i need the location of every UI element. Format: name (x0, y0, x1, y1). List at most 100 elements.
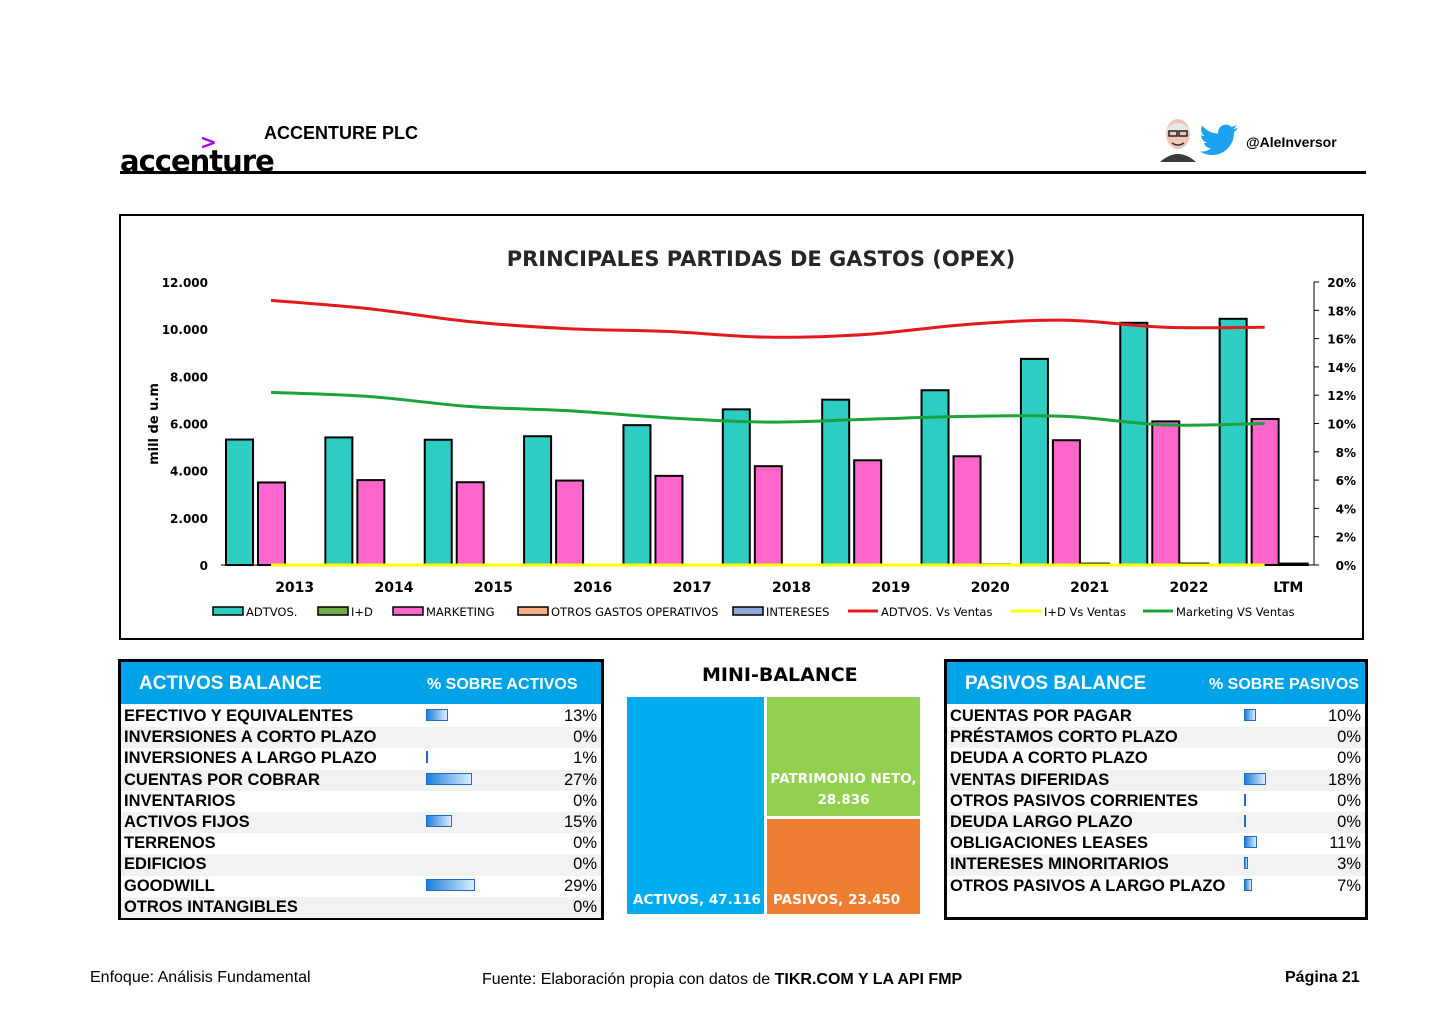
table-row: EFECTIVO Y EQUIVALENTES 13% (121, 706, 601, 727)
row-data-bar (426, 709, 449, 721)
line-marketing-vs-ventas (270, 390, 1265, 427)
legend-swatch (732, 606, 764, 616)
y-axis-label: mill de u.m (147, 383, 162, 465)
bar-adtvos- (324, 436, 354, 566)
row-label: TERRENOS (124, 834, 216, 853)
row-data-bar (1244, 836, 1258, 849)
assets-table-header: ACTIVOS BALANCE % SOBRE ACTIVOS (121, 662, 601, 704)
y-tick-label: 2.000 (170, 512, 208, 526)
row-data-bar (426, 878, 476, 891)
row-data-bar (1244, 709, 1256, 721)
row-data-bar (1244, 772, 1266, 785)
logo-chevron-icon: > (200, 130, 217, 154)
row-percent: 0% (1337, 728, 1361, 747)
mini-balance-equity-block: PATRIMONIO NETO, 28.836 (767, 697, 920, 816)
bar-marketing (753, 465, 783, 566)
row-data-bar (1244, 793, 1246, 806)
twitter-handle: @AleInversor (1246, 134, 1337, 150)
bar-adtvos- (1119, 321, 1149, 566)
table-row: PRÉSTAMOS CORTO PLAZO 0% (947, 727, 1365, 749)
legend-label: I+D Vs Ventas (1044, 605, 1126, 619)
row-percent: 0% (1337, 749, 1361, 768)
table-row: GOODWILL 29% (121, 876, 601, 897)
bar-intereses (1279, 562, 1309, 566)
legend-label: Marketing VS Ventas (1176, 605, 1295, 619)
page-number: Página 21 (1285, 969, 1360, 986)
bar-adtvos- (821, 398, 851, 566)
legend-swatch (392, 606, 424, 616)
row-percent: 0% (573, 834, 597, 853)
row-label: OTROS PASIVOS CORRIENTES (950, 791, 1199, 810)
accenture-logo: > accenture (120, 130, 275, 178)
x-tick-label: 2014 (375, 580, 414, 596)
row-label: DEUDA LARGO PLAZO (950, 812, 1133, 831)
table-row: ACTIVOS FIJOS 15% (121, 811, 601, 834)
bar-adtvos- (225, 438, 254, 566)
table-row: DEUDA A CORTO PLAZO 0% (947, 748, 1365, 769)
mini-balance-equity-value: 28.836 (817, 792, 870, 808)
y2-tick-label: 14% (1327, 361, 1356, 375)
row-data-bar (426, 772, 472, 785)
table-row: INTERESES MINORITARIOS 3% (947, 854, 1365, 876)
bar-adtvos- (721, 408, 751, 566)
row-percent: 1% (573, 749, 597, 768)
footer-focus: Enfoque: Análisis Fundamental (90, 969, 311, 986)
legend-swatch (517, 606, 549, 616)
bar-adtvos- (1218, 317, 1248, 567)
x-tick-label: 2019 (871, 580, 910, 596)
y2-tick-label: 12% (1327, 389, 1356, 403)
table-row: DEUDA LARGO PLAZO 0% (947, 811, 1365, 834)
row-label: CUENTAS POR PAGAR (950, 707, 1132, 725)
row-percent: 3% (1337, 855, 1361, 874)
table-row: INVERSIONES A LARGO PLAZO 1% (121, 748, 601, 769)
row-label: OBLIGACIONES LEASES (950, 834, 1149, 853)
row-label: INVERSIONES A CORTO PLAZO (124, 728, 377, 747)
mini-balance-liabilities-label: PASIVOS, 23.450 (773, 892, 901, 908)
liabilities-table-header: PASIVOS BALANCE % SOBRE PASIVOS (947, 662, 1365, 704)
bar-marketing (1250, 418, 1280, 566)
y-tick-label: 12.000 (162, 276, 208, 290)
mini-balance-assets-label: ACTIVOS, 47.116 (633, 892, 761, 908)
mini-balance-equity-label: PATRIMONIO NETO, (770, 771, 917, 787)
y2-tick-label: 10% (1327, 418, 1356, 432)
y2-tick-label: 8% (1336, 446, 1356, 460)
bar-marketing (853, 459, 883, 566)
row-label: ACTIVOS FIJOS (124, 812, 250, 831)
chart-title: PRINCIPALES PARTIDAS DE GASTOS (OPEX) (507, 247, 1016, 271)
bar-adtvos- (423, 438, 453, 567)
legend-label: OTROS GASTOS OPERATIVOS (551, 605, 718, 619)
legend-label: INTERESES (766, 605, 829, 619)
table-row: OTROS PASIVOS CORRIENTES 0% (947, 791, 1365, 812)
row-label: DEUDA A CORTO PLAZO (950, 749, 1148, 768)
bar-marketing (257, 481, 286, 567)
x-tick-label: 2022 (1169, 580, 1208, 596)
table-row: OTROS PASIVOS A LARGO PLAZO 7% (947, 876, 1365, 897)
mini-balance-assets-block: ACTIVOS, 47.116 (627, 697, 764, 914)
row-percent: 0% (1337, 791, 1361, 810)
liabilities-table-title: PASIVOS BALANCE (965, 673, 1147, 694)
y-tick-label: 10.000 (162, 323, 208, 337)
x-tick-label: 2017 (673, 580, 712, 596)
row-data-bar (1244, 814, 1246, 827)
table-row: EDIFICIOS 0% (121, 854, 601, 876)
y2-tick-label: 6% (1336, 474, 1356, 488)
row-percent: 0% (573, 897, 597, 916)
opex-chart: PRINCIPALES PARTIDAS DE GASTOS (OPEX) mi… (119, 214, 1364, 640)
row-percent: 15% (563, 812, 597, 831)
row-data-bar (426, 814, 452, 827)
row-percent: 7% (1337, 876, 1361, 895)
row-label: EDIFICIOS (124, 855, 207, 874)
legend-label: I+D (351, 605, 373, 619)
table-row: INVERSIONES A CORTO PLAZO 0% (121, 727, 601, 749)
bar-marketing (654, 474, 684, 567)
row-label: INTERESES MINORITARIOS (950, 855, 1169, 874)
liabilities-col-title: % SOBRE PASIVOS (1209, 676, 1359, 693)
row-percent: 29% (563, 876, 597, 895)
row-percent: 0% (573, 728, 597, 747)
assets-table-title: ACTIVOS BALANCE (139, 673, 322, 694)
row-label: OTROS PASIVOS A LARGO PLAZO (950, 876, 1226, 895)
row-label: EFECTIVO Y EQUIVALENTES (124, 707, 354, 725)
bar-marketing (356, 479, 386, 567)
x-tick-label: 2013 (275, 580, 314, 596)
assets-col-title: % SOBRE ACTIVOS (427, 676, 578, 693)
